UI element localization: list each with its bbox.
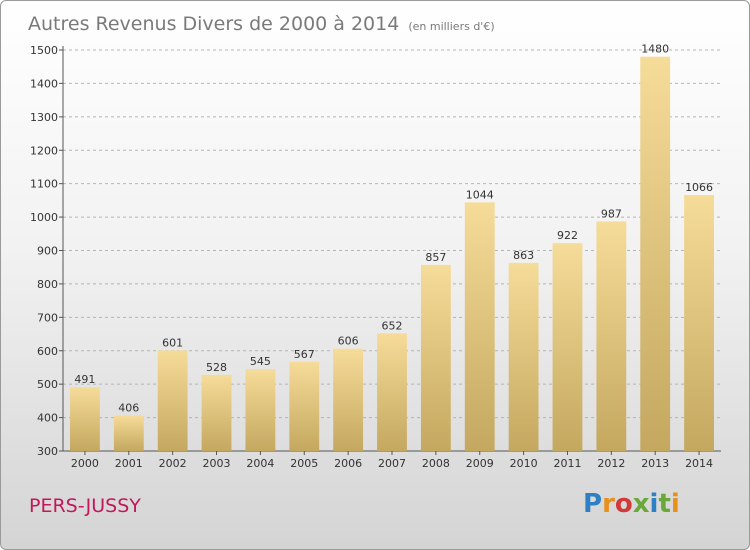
bar-2001 [113, 415, 144, 451]
y-tick-label: 500 [37, 378, 58, 391]
x-tick-label: 2011 [553, 457, 581, 470]
bar-2004 [245, 369, 276, 451]
bar-2005 [289, 361, 320, 451]
y-tick-label: 1500 [30, 44, 58, 57]
bar-value-label: 857 [425, 251, 446, 264]
y-tick-label: 1400 [30, 77, 58, 90]
y-tick-label: 1000 [30, 211, 58, 224]
y-tick-label: 800 [37, 278, 58, 291]
bar-2006 [333, 348, 364, 451]
y-tick-label: 1200 [30, 144, 58, 157]
bar-value-label: 1044 [466, 188, 494, 201]
bar-value-label: 601 [162, 336, 183, 349]
proxiti-logo: Proxiti [583, 489, 680, 519]
x-tick-label: 2009 [466, 457, 494, 470]
x-tick-label: 2014 [685, 457, 713, 470]
x-tick-label: 2006 [334, 457, 362, 470]
x-tick-label: 2013 [641, 457, 669, 470]
place-name: PERS-JUSSY [29, 495, 141, 517]
x-tick-label: 2010 [510, 457, 538, 470]
bar-value-label: 1480 [641, 43, 669, 56]
logo-letter: o [614, 489, 633, 519]
bar-value-label: 1066 [685, 181, 713, 194]
x-tick-label: 2004 [246, 457, 274, 470]
logo-letter: t [658, 489, 671, 519]
bar-value-label: 606 [338, 335, 359, 348]
bar-2010 [508, 262, 539, 451]
bar-2002 [157, 350, 188, 451]
y-tick-label: 300 [37, 445, 58, 458]
x-tick-label: 2002 [159, 457, 187, 470]
bar-2014 [684, 195, 714, 451]
bar-value-label: 863 [513, 249, 534, 262]
bar-2008 [420, 264, 451, 451]
x-tick-label: 2001 [115, 457, 143, 470]
y-tick-label: 400 [37, 412, 58, 425]
y-tick-label: 600 [37, 345, 58, 358]
chart-title: Autres Revenus Divers de 2000 à 2014 (en … [28, 13, 495, 35]
x-tick-label: 2003 [203, 457, 231, 470]
x-tick-label: 2005 [290, 457, 318, 470]
bar-2009 [464, 202, 495, 451]
bar-2000 [70, 387, 100, 451]
x-tick-label: 2012 [597, 457, 625, 470]
x-tick-label: 2008 [422, 457, 450, 470]
logo-letter: i [649, 489, 659, 519]
x-tick-label: 2007 [378, 457, 406, 470]
bars [70, 56, 714, 451]
y-tick-label: 1100 [30, 178, 58, 191]
bar-value-label: 987 [601, 207, 622, 220]
y-tick-label: 900 [37, 245, 58, 258]
bar-labels: 491 406 601 528 545 567 606 652 857 1044 863 922 987… [74, 43, 713, 415]
bar-value-label: 652 [382, 319, 403, 332]
logo-letter: i [670, 489, 680, 519]
bar-value-label: 922 [557, 229, 578, 242]
chart-title-main: Autres Revenus Divers de 2000 à 2014 [28, 13, 399, 35]
bar-2007 [377, 333, 407, 451]
logo-letter: x [632, 489, 650, 519]
bar-value-label: 528 [206, 361, 227, 374]
bar-value-label: 406 [118, 402, 139, 415]
chart-subtitle: (en milliers d'€) [408, 20, 494, 33]
bar-value-label: 491 [74, 373, 95, 386]
y-tick-label: 1300 [30, 111, 58, 124]
bar-2011 [552, 243, 583, 451]
bar-value-label: 567 [294, 348, 315, 361]
bar-2012 [596, 221, 627, 451]
bar-value-label: 545 [250, 355, 271, 368]
logo-letter: r [602, 489, 615, 519]
logo-letter: P [583, 489, 603, 519]
x-tick-label: 2000 [71, 457, 99, 470]
y-tick-label: 700 [37, 311, 58, 324]
bar-2013 [640, 56, 671, 451]
bar-2003 [201, 374, 232, 451]
